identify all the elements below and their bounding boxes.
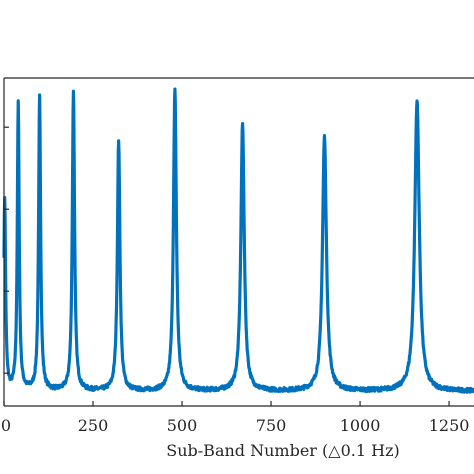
spectrum-series-line xyxy=(2,87,474,394)
x-tick-label-1: 250 xyxy=(78,416,109,435)
plot-area xyxy=(2,87,474,394)
x-axis-label: Sub-Band Number (△0.1 Hz) xyxy=(166,441,399,460)
x-tick-label-3: 750 xyxy=(256,416,287,435)
x-tick-label-0: 0 xyxy=(1,416,11,435)
x-tick-label-4: 1000 xyxy=(340,416,381,435)
x-tick-label-2: 500 xyxy=(167,416,198,435)
x-tick-label-5: 1250 xyxy=(429,416,470,435)
axes: 0 250 500 750 1000 1250 xyxy=(1,77,474,435)
